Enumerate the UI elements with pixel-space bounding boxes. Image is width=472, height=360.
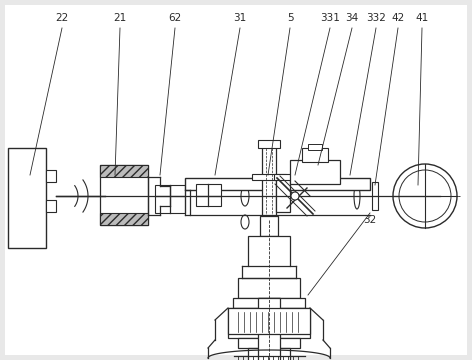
Bar <box>248 236 290 266</box>
Text: 332: 332 <box>366 13 386 23</box>
Bar <box>100 165 148 177</box>
Text: 31: 31 <box>233 13 247 23</box>
Bar <box>258 140 280 148</box>
Bar <box>290 160 340 184</box>
Ellipse shape <box>241 186 249 206</box>
Bar <box>276 178 290 212</box>
Bar <box>238 338 300 348</box>
Text: 32: 32 <box>363 215 377 225</box>
Ellipse shape <box>354 183 360 209</box>
Bar <box>228 308 310 334</box>
Text: 5: 5 <box>287 13 293 23</box>
Bar <box>372 182 378 210</box>
Bar <box>302 148 328 162</box>
Circle shape <box>291 192 299 200</box>
Bar <box>100 213 148 225</box>
Bar <box>46 170 56 182</box>
Bar <box>262 144 276 216</box>
Bar <box>196 184 221 206</box>
Circle shape <box>261 328 277 344</box>
Text: 22: 22 <box>55 13 68 23</box>
Bar <box>236 312 302 330</box>
Bar <box>252 174 286 180</box>
Bar <box>248 348 290 360</box>
Ellipse shape <box>131 181 145 211</box>
Bar <box>274 174 292 180</box>
Text: 41: 41 <box>415 13 429 23</box>
Bar <box>8 148 46 248</box>
Bar <box>238 278 300 298</box>
Ellipse shape <box>241 215 249 229</box>
Bar <box>260 216 278 236</box>
Bar <box>233 298 305 308</box>
Text: 62: 62 <box>169 13 182 23</box>
Text: 21: 21 <box>113 13 126 23</box>
Bar <box>155 185 185 213</box>
Bar <box>258 298 280 360</box>
Bar <box>46 200 56 212</box>
Text: 331: 331 <box>320 13 340 23</box>
Bar <box>185 178 370 190</box>
Ellipse shape <box>114 181 128 211</box>
Bar <box>100 165 148 225</box>
Text: 42: 42 <box>391 13 405 23</box>
Bar <box>228 308 310 338</box>
Circle shape <box>393 164 457 228</box>
Text: 34: 34 <box>346 13 359 23</box>
Bar <box>308 144 322 150</box>
Bar <box>258 298 280 348</box>
